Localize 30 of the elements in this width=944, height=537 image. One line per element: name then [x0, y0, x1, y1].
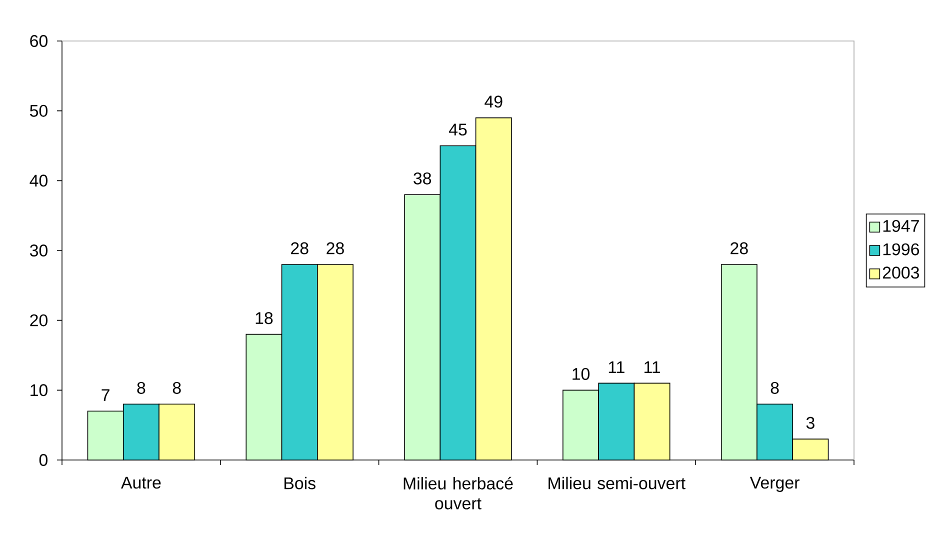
data-label: 18: [256, 312, 273, 324]
y-tick-label: 10: [30, 384, 48, 396]
y-tick-label: 30: [30, 244, 48, 256]
data-label: 28: [730, 242, 748, 254]
y-tick-label: 0: [39, 454, 48, 466]
data-label: 38: [414, 172, 432, 184]
data-label: 10: [572, 368, 590, 380]
x-tick-label: Milieu herbacé ouvert: [404, 476, 513, 510]
y-tick-label: 20: [30, 314, 48, 326]
data-label: 28: [326, 242, 344, 254]
legend-label: 1947: [883, 220, 919, 232]
data-label: 7: [102, 389, 110, 401]
legend-label: 1996: [883, 243, 920, 256]
y-tick-label: 40: [30, 174, 48, 187]
x-tick-label: Bois: [284, 476, 316, 490]
data-label: 45: [448, 124, 467, 136]
data-label: 11: [608, 361, 624, 373]
data-label: 11: [644, 361, 660, 373]
y-tick-label: 50: [30, 104, 48, 117]
data-label: 3: [806, 416, 814, 429]
x-tick-label: Autre: [120, 476, 161, 489]
data-label: 8: [137, 382, 146, 394]
x-tick-label: Milieu semi-ouvert: [548, 476, 686, 490]
x-tick-label: Verger: [750, 476, 800, 492]
data-label: 8: [770, 382, 779, 394]
legend-label: 2003: [882, 266, 920, 279]
data-label: 28: [291, 242, 308, 254]
data-label: 49: [484, 96, 502, 108]
data-label: 8: [172, 382, 181, 394]
y-tick-label: 60: [30, 35, 48, 47]
